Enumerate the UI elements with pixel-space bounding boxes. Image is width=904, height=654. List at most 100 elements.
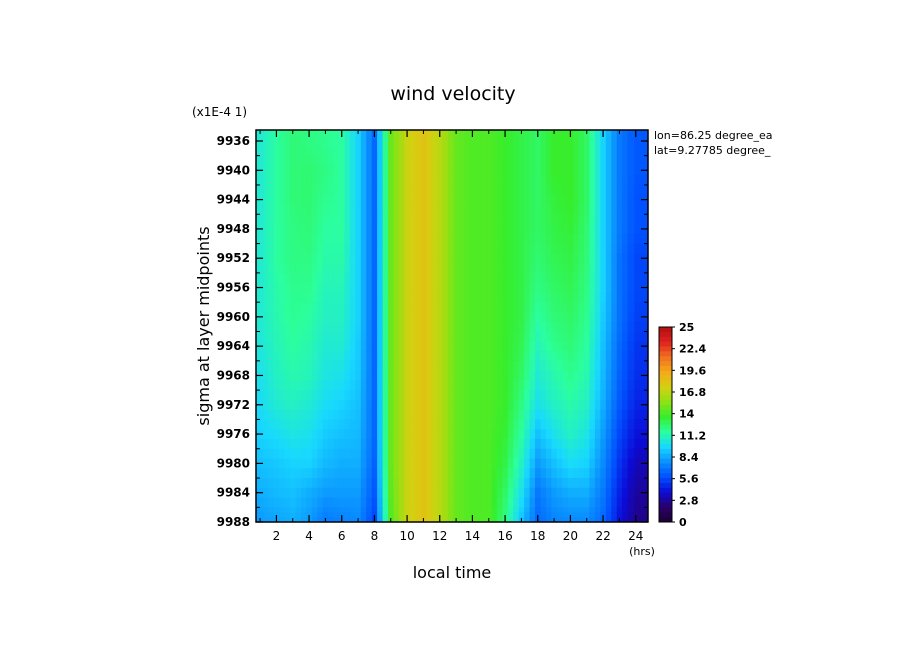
heatmap-cell (349, 512, 356, 518)
heatmap-cell (453, 175, 460, 186)
heatmap-cell (382, 224, 389, 235)
heatmap-cell (349, 419, 356, 430)
heatmap-cell (518, 429, 525, 440)
heatmap-cell (480, 272, 487, 284)
heatmap-cell (279, 390, 286, 401)
heatmap-cell (273, 292, 280, 303)
heatmap-cell (264, 165, 269, 176)
heatmap-cell (622, 194, 629, 206)
heatmap-cell (518, 272, 525, 284)
heatmap-cell (273, 204, 280, 215)
heatmap-cell (524, 487, 531, 499)
heatmap-cell (360, 468, 367, 479)
heatmap-cell (447, 302, 454, 313)
heatmap-cell (442, 331, 449, 342)
heatmap-cell (260, 497, 265, 508)
heatmap-cell (306, 458, 313, 469)
heatmap-cell (268, 468, 275, 479)
heatmap-cell (382, 138, 389, 148)
heatmap-cell (420, 341, 427, 352)
heatmap-cell (344, 243, 351, 254)
heatmap-cell (502, 438, 509, 450)
heatmap-cell (567, 147, 574, 157)
heatmap-cell (535, 204, 542, 215)
heatmap-cell (616, 351, 623, 362)
heatmap-cell (562, 311, 569, 323)
heatmap-cell (437, 360, 444, 372)
heatmap-cell (578, 360, 585, 372)
heatmap-cell (535, 458, 542, 469)
heatmap-cell (256, 448, 261, 460)
heatmap-cell (545, 321, 552, 333)
heatmap-cell (556, 351, 563, 362)
heatmap-cell (420, 478, 427, 489)
heatmap-cell (556, 165, 563, 176)
heatmap-cell (279, 263, 286, 274)
heatmap-cell (366, 478, 373, 489)
heatmap-cell (507, 517, 514, 522)
heatmap-cell (529, 458, 536, 469)
heatmap-cell (268, 458, 275, 469)
heatmap-cell (300, 155, 307, 167)
heatmap-cell (409, 253, 416, 264)
heatmap-cell (578, 302, 585, 313)
heatmap-cell (496, 214, 503, 225)
heatmap-cell (311, 360, 318, 372)
heatmap-cell (535, 138, 542, 148)
heatmap-cell (584, 380, 591, 391)
heatmap-cell (333, 233, 340, 245)
heatmap-cell (567, 448, 574, 460)
heatmap-cell (264, 292, 269, 303)
heatmap-cell (393, 497, 400, 508)
heatmap-cell (426, 147, 433, 157)
heatmap-cell (535, 512, 542, 518)
heatmap-cell (573, 409, 580, 421)
heatmap-cell (284, 253, 291, 264)
heatmap-cell (333, 517, 340, 522)
heatmap-cell (584, 311, 591, 323)
heatmap-cell (393, 253, 400, 264)
heatmap-cell (562, 380, 569, 391)
heatmap-cell (622, 360, 629, 372)
heatmap-cell (398, 507, 405, 513)
heatmap-cell (333, 243, 340, 254)
heatmap-cell (415, 204, 422, 215)
heatmap-cell (279, 360, 286, 372)
heatmap-cell (388, 331, 395, 342)
heatmap-cell (279, 224, 286, 235)
heatmap-cell (442, 409, 449, 421)
heatmap-cell (551, 468, 558, 479)
heatmap-cell (634, 263, 642, 274)
heatmap-cell (295, 351, 302, 362)
heatmap-cell (366, 321, 373, 333)
heatmap-cell (469, 380, 476, 391)
heatmap-cell (377, 321, 384, 333)
heatmap-cell (458, 165, 465, 176)
colorbar-label: 22.4 (679, 343, 706, 356)
heatmap-cell (273, 224, 280, 235)
heatmap-cell (377, 138, 384, 148)
heatmap-cell (339, 165, 346, 176)
heatmap-cell (578, 147, 585, 157)
heatmap-cell (311, 487, 318, 499)
heatmap-cell (496, 399, 503, 411)
heatmap-cell (594, 224, 601, 235)
heatmap-cell (295, 214, 302, 225)
heatmap-cell (279, 448, 286, 460)
heatmap-cell (634, 253, 642, 264)
heatmap-cell (535, 302, 542, 313)
heatmap-cell (529, 478, 536, 489)
heatmap-cell (431, 419, 438, 430)
heatmap-cell (360, 399, 367, 411)
heatmap-cell (420, 380, 427, 391)
heatmap-cell (333, 468, 340, 479)
heatmap-cell (339, 351, 346, 362)
heatmap-cell (279, 487, 286, 499)
heatmap-cell (256, 214, 261, 225)
heatmap-cell (616, 302, 623, 313)
heatmap-cell (540, 243, 547, 254)
heatmap-cell (502, 478, 509, 489)
heatmap-cell (322, 429, 329, 440)
heatmap-cell (415, 409, 422, 421)
heatmap-cell (578, 175, 585, 186)
